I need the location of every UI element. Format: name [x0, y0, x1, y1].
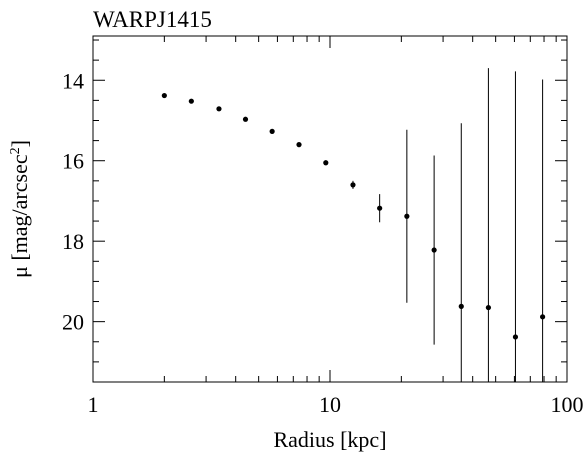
data-point — [323, 160, 329, 166]
data-point — [512, 334, 519, 340]
plot-frame — [92, 35, 568, 383]
data-points — [161, 68, 546, 382]
x-axis-label: Radius [kpc] — [273, 427, 386, 452]
data-point — [485, 304, 492, 311]
tick-labels: 1 10 100 14 16 18 20 — [62, 68, 583, 417]
data-point — [458, 303, 464, 309]
x-tick-label: 10 — [319, 392, 341, 417]
x-tick-label: 100 — [551, 392, 583, 417]
y-tick-label: 14 — [62, 68, 84, 93]
y-axis-label: μ [mag/arcsec2] — [7, 140, 32, 278]
data-point — [377, 205, 383, 211]
data-point — [540, 314, 546, 320]
data-point — [188, 98, 194, 104]
y-axis-label-sup: 2 — [8, 147, 23, 154]
y-axis-label-close: ] — [7, 140, 32, 147]
data-point — [242, 116, 249, 122]
axis-ticks — [92, 36, 568, 383]
y-tick-label: 18 — [62, 229, 84, 254]
data-point — [269, 128, 275, 134]
data-point — [216, 106, 222, 112]
y-tick-label: 16 — [62, 149, 84, 174]
data-point — [296, 142, 302, 148]
x-tick-label: 1 — [88, 392, 99, 417]
y-axis-label-main: μ [mag/arcsec — [7, 154, 32, 278]
data-point — [161, 92, 167, 99]
y-tick-label: 20 — [62, 310, 84, 335]
data-point — [404, 213, 410, 219]
data-point — [431, 247, 437, 253]
chart-title: WARPJ1415 — [93, 7, 212, 32]
data-point — [350, 182, 356, 188]
